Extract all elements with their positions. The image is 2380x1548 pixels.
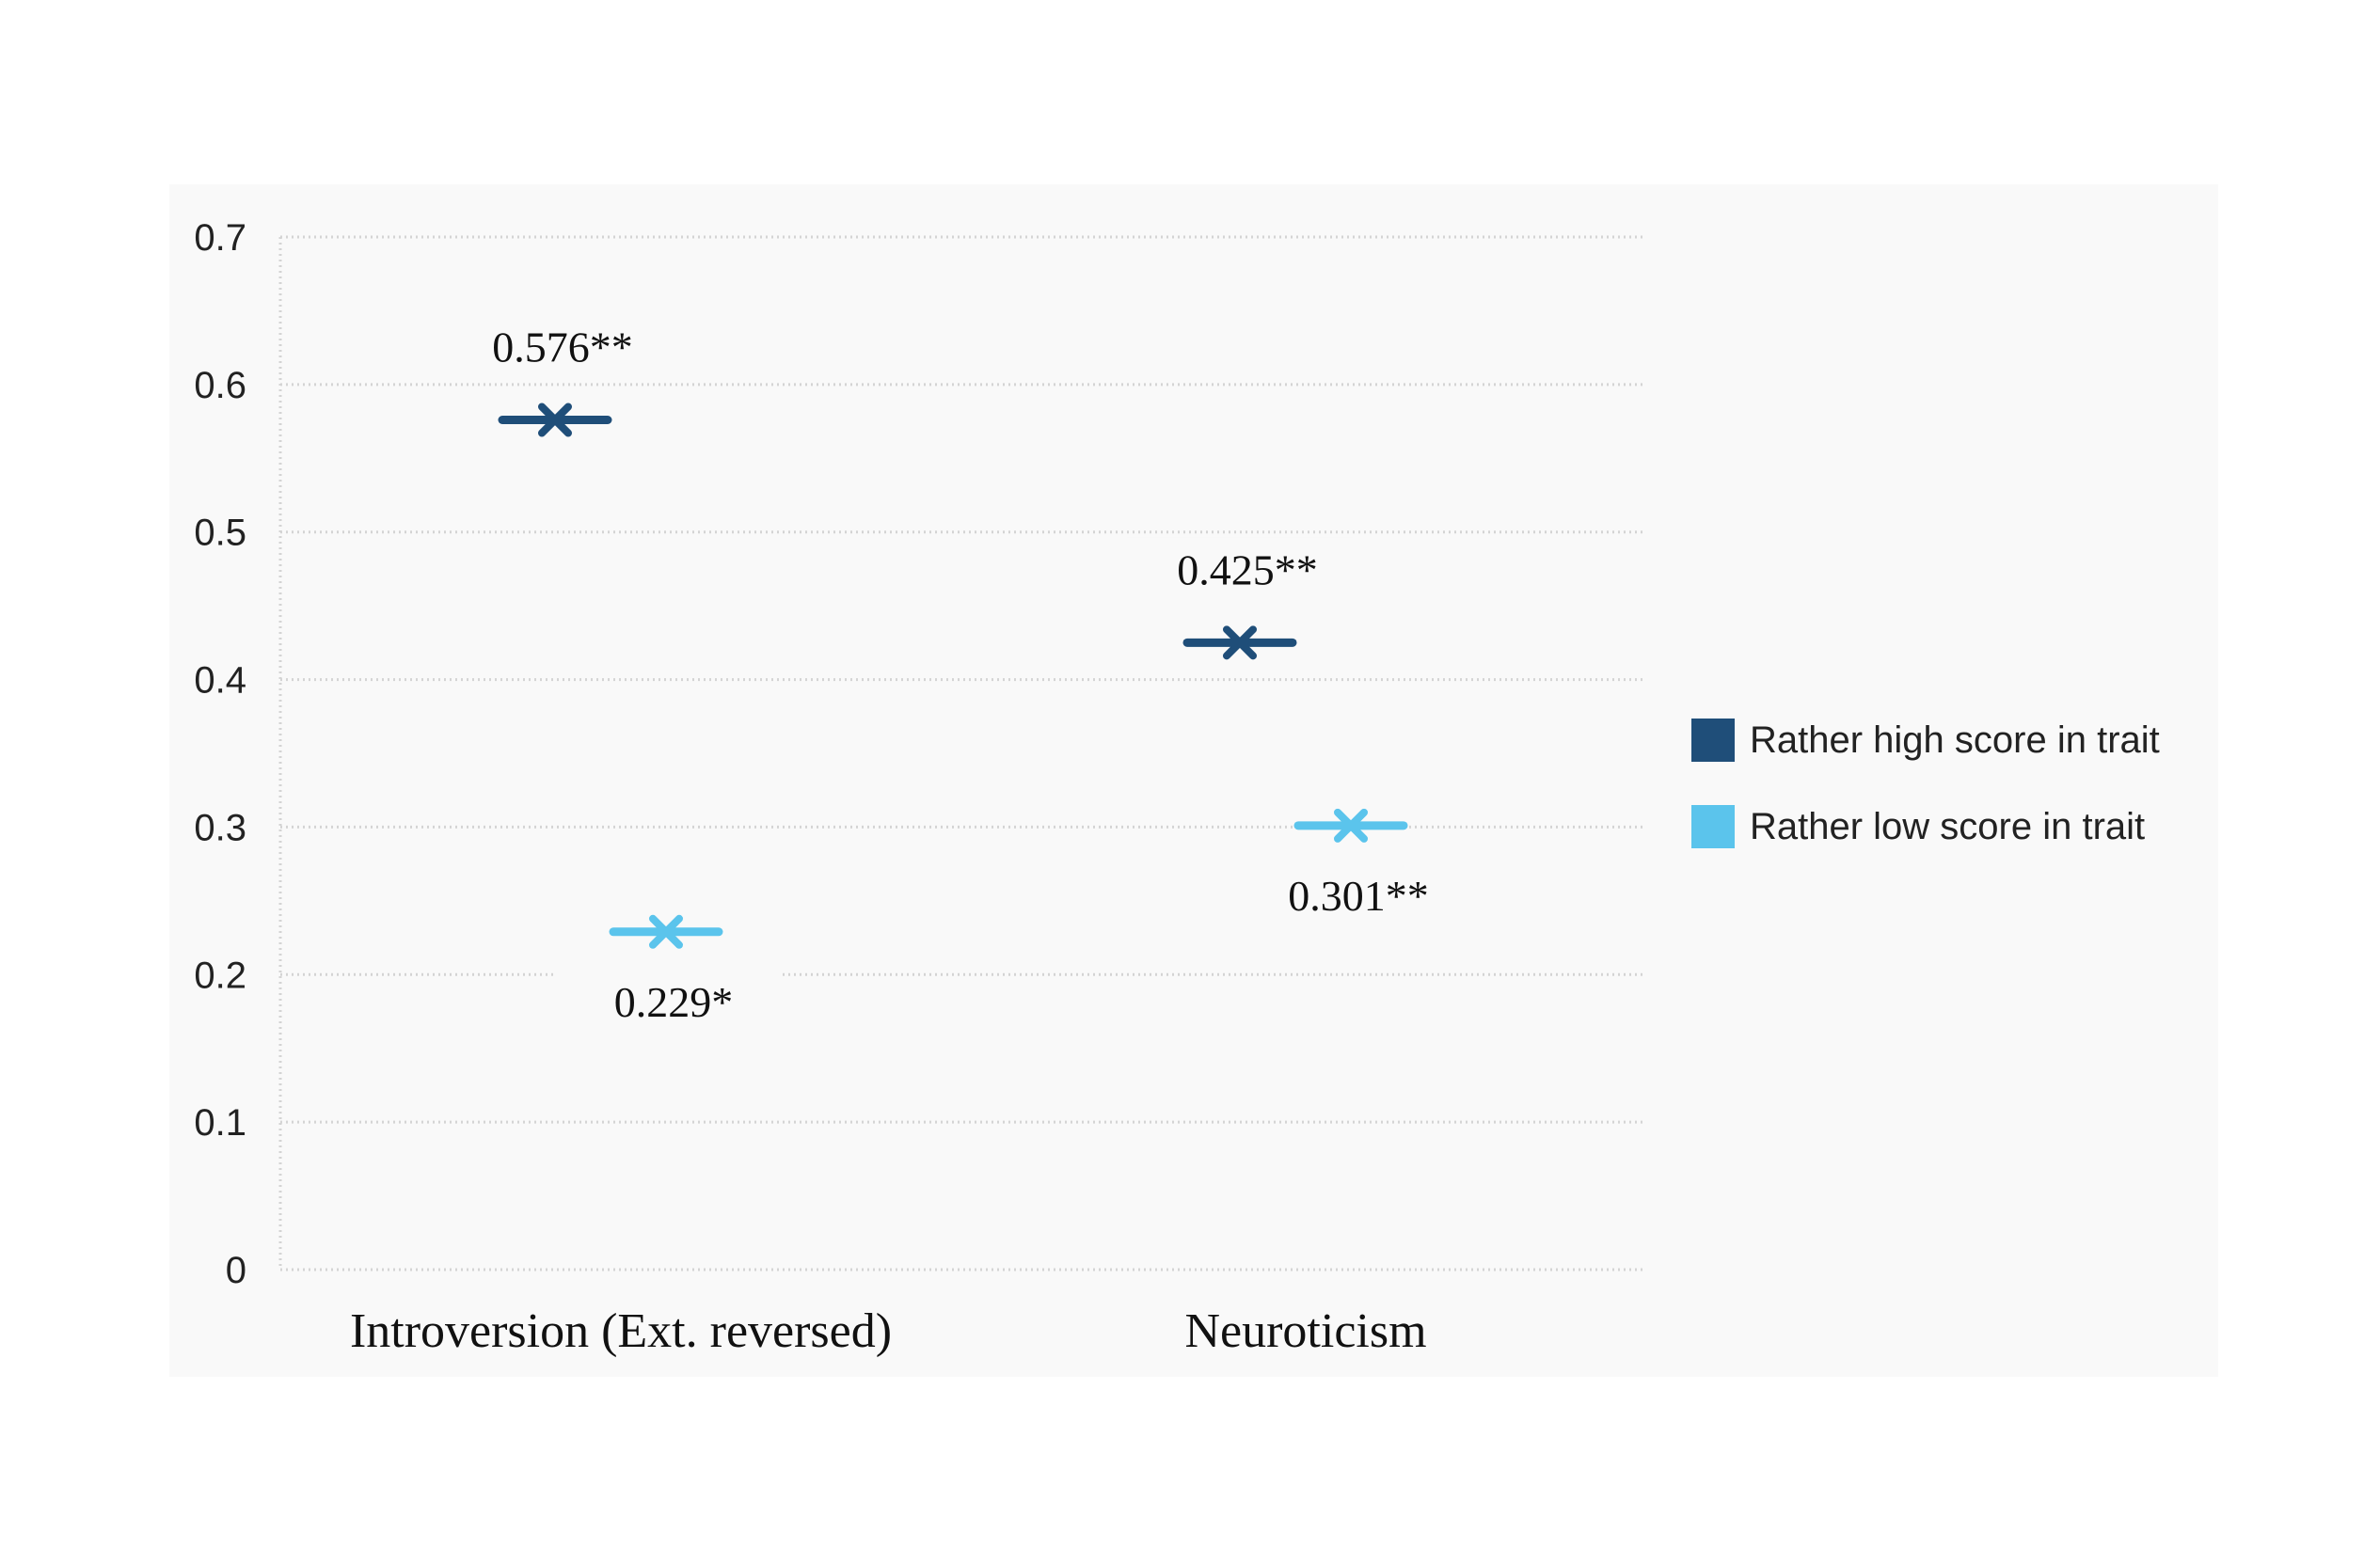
legend-label: Rather low score in trait xyxy=(1750,806,2145,847)
legend-item-low: Rather low score in trait xyxy=(1691,805,2145,848)
x-axis: Introversion (Ext. reversed) Neuroticism xyxy=(350,1304,1427,1358)
y-tick-label: 0.3 xyxy=(194,807,246,848)
data-label-bg xyxy=(1238,862,1464,925)
y-axis: 0 0.1 0.2 0.3 0.4 0.5 0.6 0.7 xyxy=(194,217,282,1291)
y-tick-label: 0.6 xyxy=(194,365,246,406)
data-label: 0.425** xyxy=(1177,545,1318,593)
data-label-bg xyxy=(1127,537,1353,600)
legend-swatch xyxy=(1691,805,1735,848)
y-tick-label: 0 xyxy=(226,1250,246,1291)
data-label-bg xyxy=(553,969,779,1032)
gridlines xyxy=(280,235,1646,1272)
y-tick-label: 0.4 xyxy=(194,660,246,702)
y-tick-label: 0.2 xyxy=(194,955,246,996)
chart-panel: 0 0.1 0.2 0.3 0.4 0.5 0.6 0.7 Introversion (Ext… xyxy=(169,184,2218,1377)
legend: Rather high score in trait Rather low sco… xyxy=(1691,719,2160,848)
y-tick-label: 0.7 xyxy=(194,217,246,259)
data-label: 0.576** xyxy=(492,324,633,371)
data-label: 0.301** xyxy=(1288,872,1429,920)
legend-label: Rather high score in trait xyxy=(1750,719,2160,761)
y-tick-label: 0.1 xyxy=(194,1102,246,1144)
marker-high xyxy=(498,403,612,437)
marker-low xyxy=(609,914,723,949)
marker-low xyxy=(1293,808,1408,843)
x-category-label: Neuroticism xyxy=(1184,1304,1426,1358)
marker-high xyxy=(1182,625,1297,660)
data-labels: 0.576** 0.425** 0.229* 0.301** xyxy=(442,314,1464,1032)
chart: 0 0.1 0.2 0.3 0.4 0.5 0.6 0.7 Introversion (Ext… xyxy=(194,217,2160,1358)
legend-swatch xyxy=(1691,719,1735,762)
legend-item-high: Rather high score in trait xyxy=(1691,719,2160,762)
data-markers xyxy=(498,403,1408,949)
x-category-label: Introversion (Ext. reversed) xyxy=(350,1304,892,1358)
data-label: 0.229* xyxy=(614,978,734,1026)
y-tick-label: 0.5 xyxy=(194,513,246,554)
data-label-bg xyxy=(442,314,668,377)
